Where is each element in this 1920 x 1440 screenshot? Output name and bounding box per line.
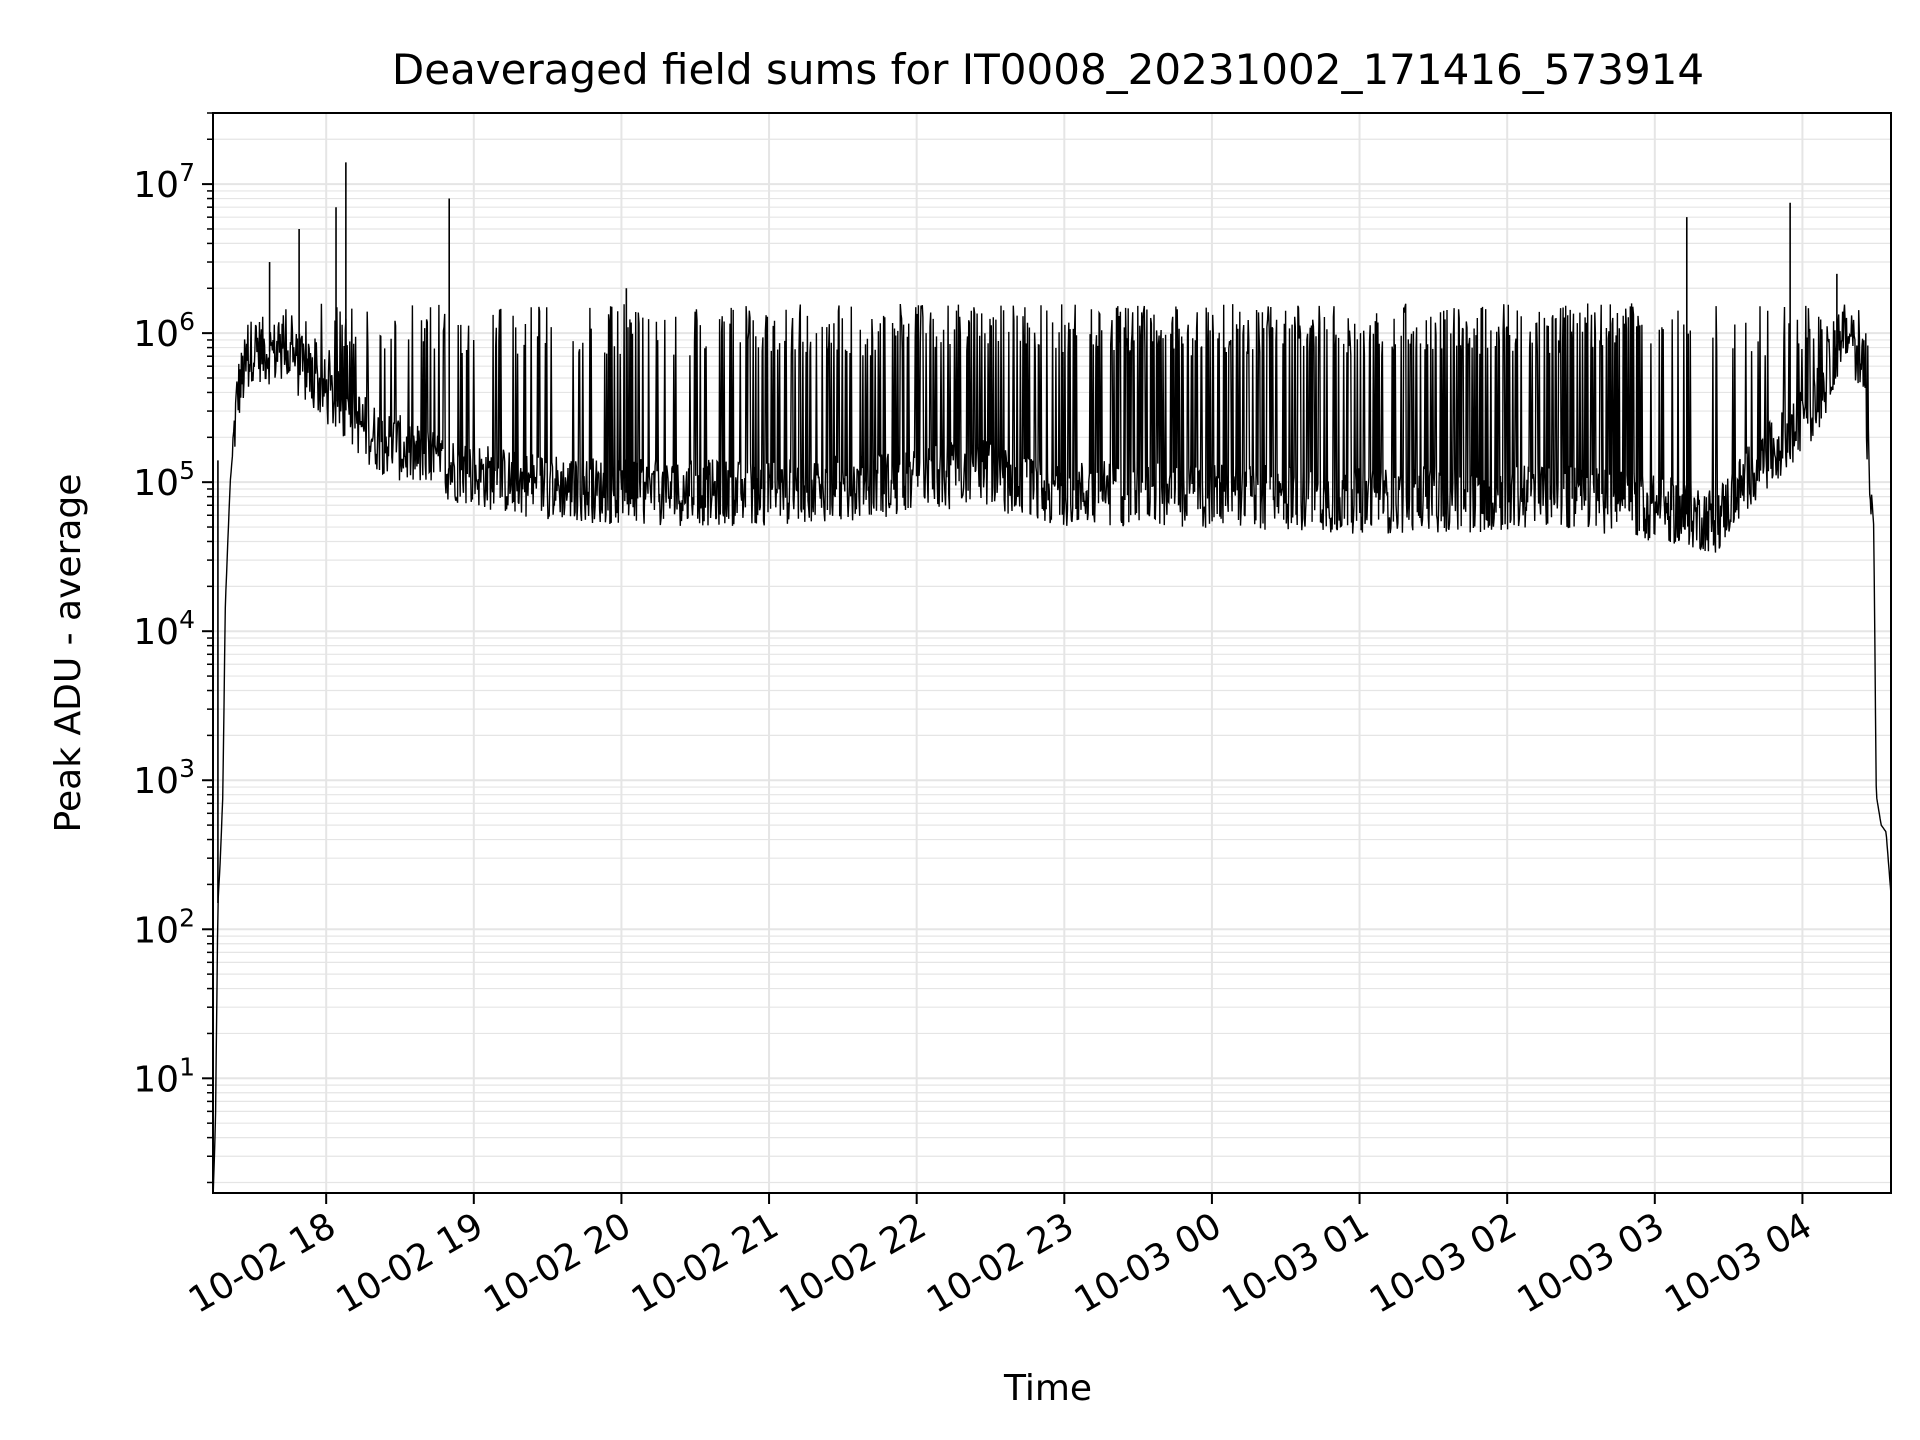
y-axis-label: Peak ADU - average [48,474,89,833]
y-tick-label: 102 [133,903,195,951]
plot-frame [212,112,1892,1194]
y-tick-label: 106 [133,307,195,355]
y-tick-label: 103 [133,754,195,802]
data-layer [213,162,1891,1193]
y-tick-label: 107 [133,158,195,206]
chart-title: Deaveraged field sums for IT0008_2023100… [392,45,1704,94]
x-axis-label: Time [1003,1368,1092,1409]
y-tick-label: 104 [133,605,195,653]
y-tick-label: 101 [133,1052,195,1100]
y-tick-label: 105 [133,456,195,504]
series-line [213,303,1891,1193]
